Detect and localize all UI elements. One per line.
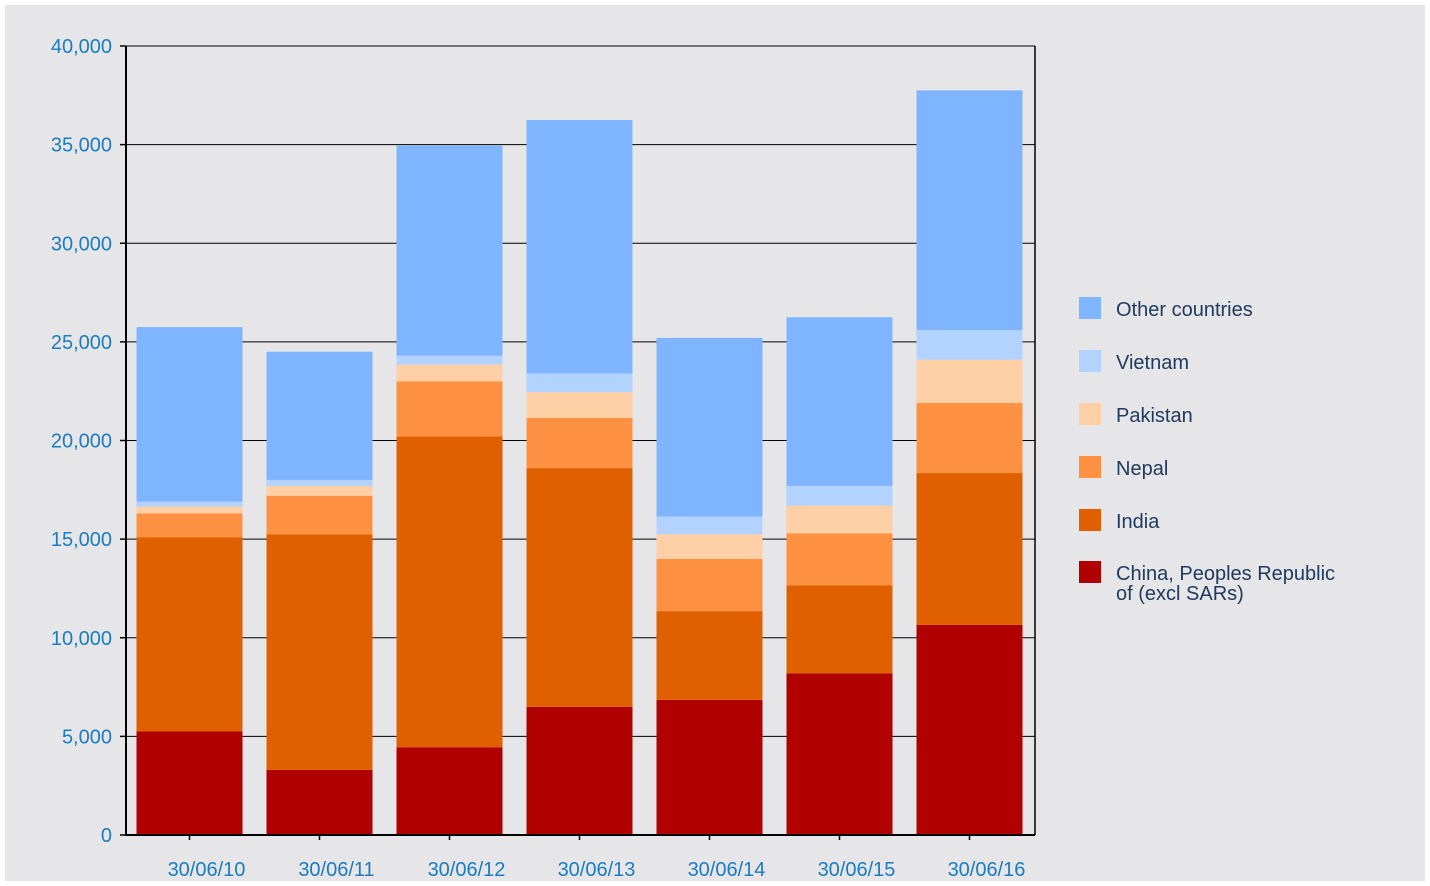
legend-label[interactable]: China, Peoples Republic bbox=[1116, 563, 1335, 585]
bar-segment[interactable] bbox=[656, 611, 763, 700]
bar-segment[interactable] bbox=[786, 585, 893, 674]
bar-segment[interactable] bbox=[266, 534, 373, 770]
legend-label[interactable]: Pakistan bbox=[1116, 405, 1193, 427]
bar-segment[interactable] bbox=[916, 624, 1023, 835]
bar-segment[interactable] bbox=[266, 351, 373, 480]
y-tick-label: 15,000 bbox=[51, 529, 112, 551]
x-tick-label: 30/06/15 bbox=[818, 859, 896, 881]
legend-swatch bbox=[1079, 509, 1101, 531]
legend-label[interactable]: Other countries bbox=[1116, 299, 1253, 321]
y-tick-label: 35,000 bbox=[51, 135, 112, 157]
legend-swatch bbox=[1079, 297, 1101, 319]
y-tick-label: 0 bbox=[101, 825, 112, 847]
axes bbox=[120, 45, 1036, 840]
bar-segment[interactable] bbox=[916, 90, 1023, 331]
bar-segment[interactable] bbox=[136, 506, 243, 514]
y-tick-label: 10,000 bbox=[51, 628, 112, 650]
legend[interactable]: Other countries Vietnam Pakistan Nepal India… bbox=[1079, 297, 1335, 605]
bar-segment[interactable] bbox=[786, 505, 893, 534]
bar-segment[interactable] bbox=[526, 373, 633, 393]
bar-segment[interactable] bbox=[396, 747, 503, 835]
y-tick-label: 5,000 bbox=[62, 726, 112, 748]
bar-segment[interactable] bbox=[656, 337, 763, 517]
bar-segment[interactable] bbox=[916, 473, 1023, 625]
bar-segment[interactable] bbox=[916, 403, 1023, 474]
y-tick-label: 20,000 bbox=[51, 431, 112, 453]
x-tick-label: 30/06/14 bbox=[688, 859, 766, 881]
bar-segment[interactable] bbox=[396, 436, 503, 748]
legend-swatch bbox=[1079, 456, 1101, 478]
bars bbox=[136, 90, 1023, 835]
bar-segment[interactable] bbox=[396, 364, 503, 382]
x-tick-label: 30/06/12 bbox=[428, 859, 506, 881]
legend-label[interactable]: Nepal bbox=[1116, 458, 1168, 480]
bar-segment[interactable] bbox=[526, 119, 633, 374]
x-tick-label: 30/06/11 bbox=[298, 859, 374, 881]
legend-swatch bbox=[1079, 561, 1101, 583]
legend-label[interactable]: of (excl SARs) bbox=[1116, 583, 1244, 605]
bar-segment[interactable] bbox=[786, 533, 893, 586]
x-tick-label: 30/06/10 bbox=[168, 859, 246, 881]
bar-segment[interactable] bbox=[136, 731, 243, 835]
legend-swatch bbox=[1079, 350, 1101, 372]
x-tick-label: 30/06/16 bbox=[948, 859, 1026, 881]
bar-segment[interactable] bbox=[136, 537, 243, 732]
bar-segment[interactable] bbox=[266, 485, 373, 496]
bar-segment[interactable] bbox=[786, 485, 893, 506]
bar-segment[interactable] bbox=[136, 501, 243, 507]
bar-segment[interactable] bbox=[526, 468, 633, 707]
bar-segment[interactable] bbox=[656, 516, 763, 535]
y-tick-label: 40,000 bbox=[51, 36, 112, 58]
bar-segment[interactable] bbox=[526, 706, 633, 835]
bar-segment[interactable] bbox=[266, 769, 373, 835]
x-tick-labels: 30/06/10 30/06/11 30/06/12 30/06/13 30/06/14… bbox=[168, 859, 1026, 881]
bar-segment[interactable] bbox=[266, 479, 373, 486]
bar-segment[interactable] bbox=[396, 145, 503, 356]
bar-segment[interactable] bbox=[916, 359, 1023, 404]
bar-segment[interactable] bbox=[656, 558, 763, 612]
legend-swatch bbox=[1079, 403, 1101, 425]
bar-segment[interactable] bbox=[136, 513, 243, 538]
bar-segment[interactable] bbox=[396, 355, 503, 365]
bar-segment[interactable] bbox=[136, 327, 243, 502]
bar-segment[interactable] bbox=[656, 699, 763, 835]
bar-segment[interactable] bbox=[266, 495, 373, 535]
bar-segment[interactable] bbox=[786, 317, 893, 486]
bar-segment[interactable] bbox=[656, 534, 763, 559]
y-tick-label: 25,000 bbox=[51, 332, 112, 354]
bar-segment[interactable] bbox=[786, 673, 893, 835]
y-tick-labels: 0 5,000 10,000 15,000 20,000 25,000 30,000 35,0… bbox=[51, 36, 112, 847]
bar-segment[interactable] bbox=[916, 330, 1023, 360]
bar-segment[interactable] bbox=[526, 392, 633, 418]
x-tick-label: 30/06/13 bbox=[558, 859, 636, 881]
bar-segment[interactable] bbox=[526, 417, 633, 469]
bar-segment[interactable] bbox=[396, 381, 503, 437]
y-tick-label: 30,000 bbox=[51, 233, 112, 255]
legend-label[interactable]: India bbox=[1116, 511, 1160, 533]
legend-label[interactable]: Vietnam bbox=[1116, 352, 1189, 374]
